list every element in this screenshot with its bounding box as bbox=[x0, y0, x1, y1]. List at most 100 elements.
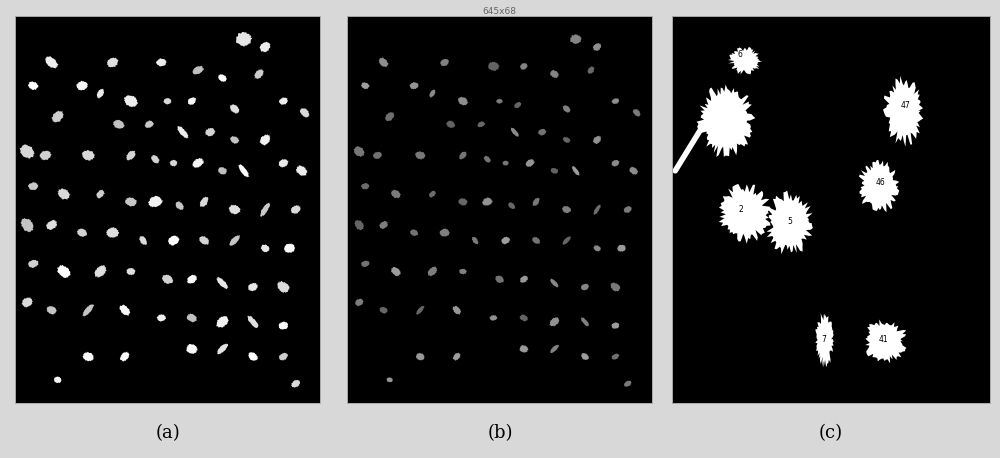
Polygon shape bbox=[218, 167, 227, 174]
Polygon shape bbox=[593, 136, 601, 144]
Polygon shape bbox=[163, 98, 171, 104]
Polygon shape bbox=[453, 305, 461, 315]
Polygon shape bbox=[550, 344, 559, 353]
Polygon shape bbox=[248, 352, 258, 361]
Polygon shape bbox=[28, 82, 39, 90]
Polygon shape bbox=[379, 221, 388, 229]
Text: 5: 5 bbox=[787, 217, 792, 226]
Polygon shape bbox=[391, 267, 401, 276]
Polygon shape bbox=[496, 98, 503, 104]
Polygon shape bbox=[200, 196, 208, 207]
Polygon shape bbox=[52, 111, 64, 122]
Polygon shape bbox=[410, 82, 419, 89]
Polygon shape bbox=[488, 62, 499, 71]
Polygon shape bbox=[229, 205, 241, 214]
Polygon shape bbox=[361, 183, 369, 190]
Polygon shape bbox=[45, 56, 58, 69]
Polygon shape bbox=[125, 197, 137, 207]
Polygon shape bbox=[459, 152, 467, 159]
Polygon shape bbox=[550, 70, 559, 78]
Polygon shape bbox=[416, 353, 425, 360]
Polygon shape bbox=[815, 313, 834, 367]
Polygon shape bbox=[593, 43, 601, 51]
Polygon shape bbox=[248, 283, 258, 291]
Polygon shape bbox=[82, 150, 95, 161]
Polygon shape bbox=[119, 305, 130, 316]
Text: 41: 41 bbox=[879, 335, 888, 344]
Polygon shape bbox=[514, 102, 521, 109]
Polygon shape bbox=[624, 381, 631, 387]
Polygon shape bbox=[495, 275, 504, 283]
Polygon shape bbox=[218, 74, 227, 82]
Polygon shape bbox=[145, 120, 154, 128]
Text: 6: 6 bbox=[738, 50, 743, 59]
Polygon shape bbox=[254, 69, 264, 79]
Polygon shape bbox=[177, 126, 188, 139]
Polygon shape bbox=[236, 32, 252, 47]
Polygon shape bbox=[176, 202, 184, 210]
Polygon shape bbox=[156, 58, 167, 66]
Text: 47: 47 bbox=[901, 101, 911, 109]
Polygon shape bbox=[95, 265, 107, 278]
Polygon shape bbox=[106, 227, 119, 238]
Polygon shape bbox=[501, 237, 510, 245]
Text: 7: 7 bbox=[822, 335, 826, 344]
Text: 46: 46 bbox=[875, 178, 885, 187]
Polygon shape bbox=[572, 166, 580, 176]
Polygon shape bbox=[865, 320, 906, 364]
Polygon shape bbox=[416, 305, 424, 315]
Polygon shape bbox=[186, 344, 198, 354]
Polygon shape bbox=[187, 275, 197, 284]
Polygon shape bbox=[83, 304, 94, 316]
Polygon shape bbox=[199, 236, 209, 245]
Polygon shape bbox=[126, 268, 135, 275]
Polygon shape bbox=[21, 218, 34, 232]
Polygon shape bbox=[170, 160, 178, 167]
Polygon shape bbox=[587, 66, 595, 74]
Polygon shape bbox=[484, 156, 491, 163]
Polygon shape bbox=[697, 84, 755, 157]
Polygon shape bbox=[581, 353, 589, 360]
Polygon shape bbox=[217, 344, 228, 354]
Polygon shape bbox=[570, 34, 582, 44]
Text: 2: 2 bbox=[739, 205, 744, 214]
Polygon shape bbox=[168, 235, 180, 246]
Polygon shape bbox=[83, 352, 94, 361]
Polygon shape bbox=[428, 267, 437, 276]
Polygon shape bbox=[624, 206, 632, 213]
Polygon shape bbox=[379, 58, 389, 67]
Polygon shape bbox=[612, 354, 619, 360]
Polygon shape bbox=[216, 316, 229, 327]
Polygon shape bbox=[429, 191, 436, 198]
Polygon shape bbox=[526, 159, 534, 167]
Polygon shape bbox=[533, 197, 540, 206]
Polygon shape bbox=[279, 159, 288, 168]
Polygon shape bbox=[633, 109, 640, 117]
Polygon shape bbox=[482, 197, 493, 206]
Polygon shape bbox=[46, 220, 57, 230]
Polygon shape bbox=[279, 353, 288, 360]
Polygon shape bbox=[581, 317, 589, 326]
Polygon shape bbox=[519, 345, 529, 353]
Polygon shape bbox=[391, 190, 401, 198]
Polygon shape bbox=[373, 152, 382, 159]
Text: (c): (c) bbox=[819, 424, 843, 442]
Polygon shape bbox=[617, 245, 626, 251]
Polygon shape bbox=[353, 146, 365, 157]
Polygon shape bbox=[446, 120, 455, 128]
Polygon shape bbox=[230, 104, 239, 114]
Polygon shape bbox=[520, 63, 528, 70]
Polygon shape bbox=[21, 297, 33, 308]
Polygon shape bbox=[563, 105, 571, 113]
Polygon shape bbox=[612, 98, 619, 104]
Polygon shape bbox=[260, 245, 270, 252]
Polygon shape bbox=[40, 151, 52, 160]
Polygon shape bbox=[361, 261, 370, 267]
Polygon shape bbox=[415, 151, 425, 160]
Polygon shape bbox=[458, 97, 468, 105]
Polygon shape bbox=[229, 235, 240, 246]
Polygon shape bbox=[216, 277, 228, 289]
Polygon shape bbox=[192, 158, 204, 168]
Polygon shape bbox=[538, 129, 546, 136]
Text: (a): (a) bbox=[156, 424, 180, 442]
